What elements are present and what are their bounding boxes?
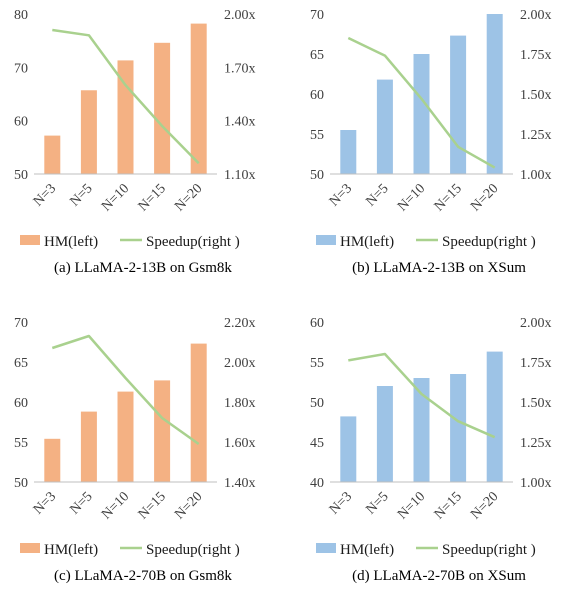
legend-hm-label: HM(left)	[340, 542, 394, 558]
hm-bar-n3	[340, 130, 357, 174]
legend-hm-swatch	[20, 235, 40, 245]
chart-panel-4: 40 45 50 55 60 1.00x 1.25x 1.50x 1.75x 2.00x N=3 N=…	[310, 316, 552, 584]
hm-bar-n20	[190, 23, 207, 174]
hm-bar-n10	[413, 54, 430, 174]
hm-bar-n15	[154, 42, 171, 174]
right-axis-tick-label: 1.60x	[224, 436, 256, 451]
x-axis-category-label: N=3	[327, 489, 355, 517]
right-axis-tick-label: 2.20x	[224, 316, 256, 331]
right-axis-tick-label: 2.00x	[224, 8, 256, 23]
right-axis-tick-label: 1.70x	[224, 61, 256, 76]
x-axis-category-label: N=10	[395, 181, 428, 214]
left-axis-tick-label: 50	[310, 168, 324, 183]
chart-caption: (a) LLaMA-2-13B on Gsm8k	[54, 260, 232, 276]
chart-caption: (d) LLaMA-2-70B on XSum	[352, 568, 526, 584]
hm-bar-n15	[450, 35, 467, 174]
hm-bar-n5	[376, 79, 393, 174]
legend-hm-label: HM(left)	[44, 542, 98, 558]
x-axis-category-label: N=3	[327, 181, 355, 209]
hm-bar-n10	[413, 378, 430, 482]
left-axis-tick-label: 55	[310, 356, 324, 371]
hm-bar-n5	[376, 386, 393, 482]
right-axis-tick-label: 1.75x	[520, 48, 552, 63]
right-axis-tick-label: 1.40x	[224, 115, 256, 130]
chart-panel-3: 50 55 60 65 70 1.40x 1.60x 1.80x 2.00x 2.20x N=3 N=…	[14, 316, 256, 584]
x-axis-category-label: N=15	[136, 489, 169, 522]
left-axis-tick-label: 55	[14, 436, 28, 451]
left-axis-tick-label: 50	[310, 396, 324, 411]
right-axis-tick-label: 1.50x	[520, 396, 552, 411]
left-axis-tick-label: 60	[14, 396, 28, 411]
hm-bar-n15	[450, 374, 467, 482]
hm-bar-n3	[44, 438, 61, 482]
legend-hm-label: HM(left)	[44, 234, 98, 250]
hm-bar-n3	[44, 135, 61, 174]
legend-speedup-label: Speedup(right )	[442, 542, 536, 558]
left-axis-tick-label: 60	[310, 316, 324, 331]
hm-bar-n10	[117, 391, 134, 482]
hm-bar-n5	[80, 411, 97, 482]
hm-bar-n3	[340, 416, 357, 482]
x-axis-category-label: N=20	[468, 489, 501, 522]
speedup-line	[52, 28, 200, 165]
left-axis-tick-label: 70	[310, 8, 324, 23]
hm-bar-n20	[486, 14, 503, 174]
x-axis-category-label: N=20	[172, 181, 205, 214]
x-axis-category-label: N=5	[363, 181, 391, 209]
legend-hm-swatch	[20, 543, 40, 553]
right-axis-tick-label: 1.00x	[520, 168, 552, 183]
hm-bar-n5	[80, 90, 97, 174]
right-axis-tick-label: 2.00x	[520, 316, 552, 331]
left-axis-tick-label: 65	[14, 356, 28, 371]
x-axis-category-label: N=5	[363, 489, 391, 517]
left-axis-tick-label: 65	[310, 48, 324, 63]
right-axis-tick-label: 1.10x	[224, 168, 256, 183]
left-axis-tick-label: 50	[14, 476, 28, 491]
x-axis-category-label: N=15	[432, 489, 465, 522]
right-axis-tick-label: 1.50x	[520, 88, 552, 103]
right-axis-tick-label: 2.00x	[224, 356, 256, 371]
right-axis-tick-label: 1.80x	[224, 396, 256, 411]
left-axis-tick-label: 70	[14, 316, 28, 331]
right-axis-tick-label: 1.25x	[520, 436, 552, 451]
legend-speedup-label: Speedup(right )	[146, 234, 240, 250]
chart-caption: (c) LLaMA-2-70B on Gsm8k	[54, 568, 232, 584]
x-axis-category-label: N=15	[432, 181, 465, 214]
left-axis-tick-label: 70	[14, 61, 28, 76]
left-axis-tick-label: 50	[14, 168, 28, 183]
x-axis-category-label: N=10	[99, 181, 132, 214]
right-axis-tick-label: 1.75x	[520, 356, 552, 371]
x-axis-category-label: N=3	[31, 489, 59, 517]
left-axis-tick-label: 60	[14, 115, 28, 130]
legend-hm-swatch	[316, 235, 336, 245]
x-axis-category-label: N=5	[67, 489, 95, 517]
chart-caption: (b) LLaMA-2-13B on XSum	[352, 260, 526, 276]
left-axis-tick-label: 45	[310, 436, 324, 451]
legend-hm-swatch	[316, 543, 336, 553]
left-axis-tick-label: 40	[310, 476, 324, 491]
right-axis-tick-label: 1.00x	[520, 476, 552, 491]
hm-bar-n20	[486, 351, 503, 482]
hm-bar-n15	[154, 380, 171, 482]
x-axis-category-label: N=5	[67, 181, 95, 209]
right-axis-tick-label: 1.25x	[520, 128, 552, 143]
x-axis-category-label: N=10	[99, 489, 132, 522]
right-axis-tick-label: 1.40x	[224, 476, 256, 491]
legend-speedup-label: Speedup(right )	[442, 234, 536, 250]
x-axis-category-label: N=3	[31, 181, 59, 209]
x-axis-category-label: N=10	[395, 489, 428, 522]
right-axis-tick-label: 2.00x	[520, 8, 552, 23]
legend-speedup-label: Speedup(right )	[146, 542, 240, 558]
hm-bar-n20	[190, 343, 207, 482]
x-axis-category-label: N=15	[136, 181, 169, 214]
x-axis-category-label: N=20	[468, 181, 501, 214]
legend-hm-label: HM(left)	[340, 234, 394, 250]
chart-panel-2: 50 55 60 65 70 1.00x 1.25x 1.50x 1.75x 2.00x N=3 N=…	[310, 8, 552, 276]
x-axis-category-label: N=20	[172, 489, 205, 522]
left-axis-tick-label: 55	[310, 128, 324, 143]
left-axis-tick-label: 80	[14, 8, 28, 23]
left-axis-tick-label: 60	[310, 88, 324, 103]
